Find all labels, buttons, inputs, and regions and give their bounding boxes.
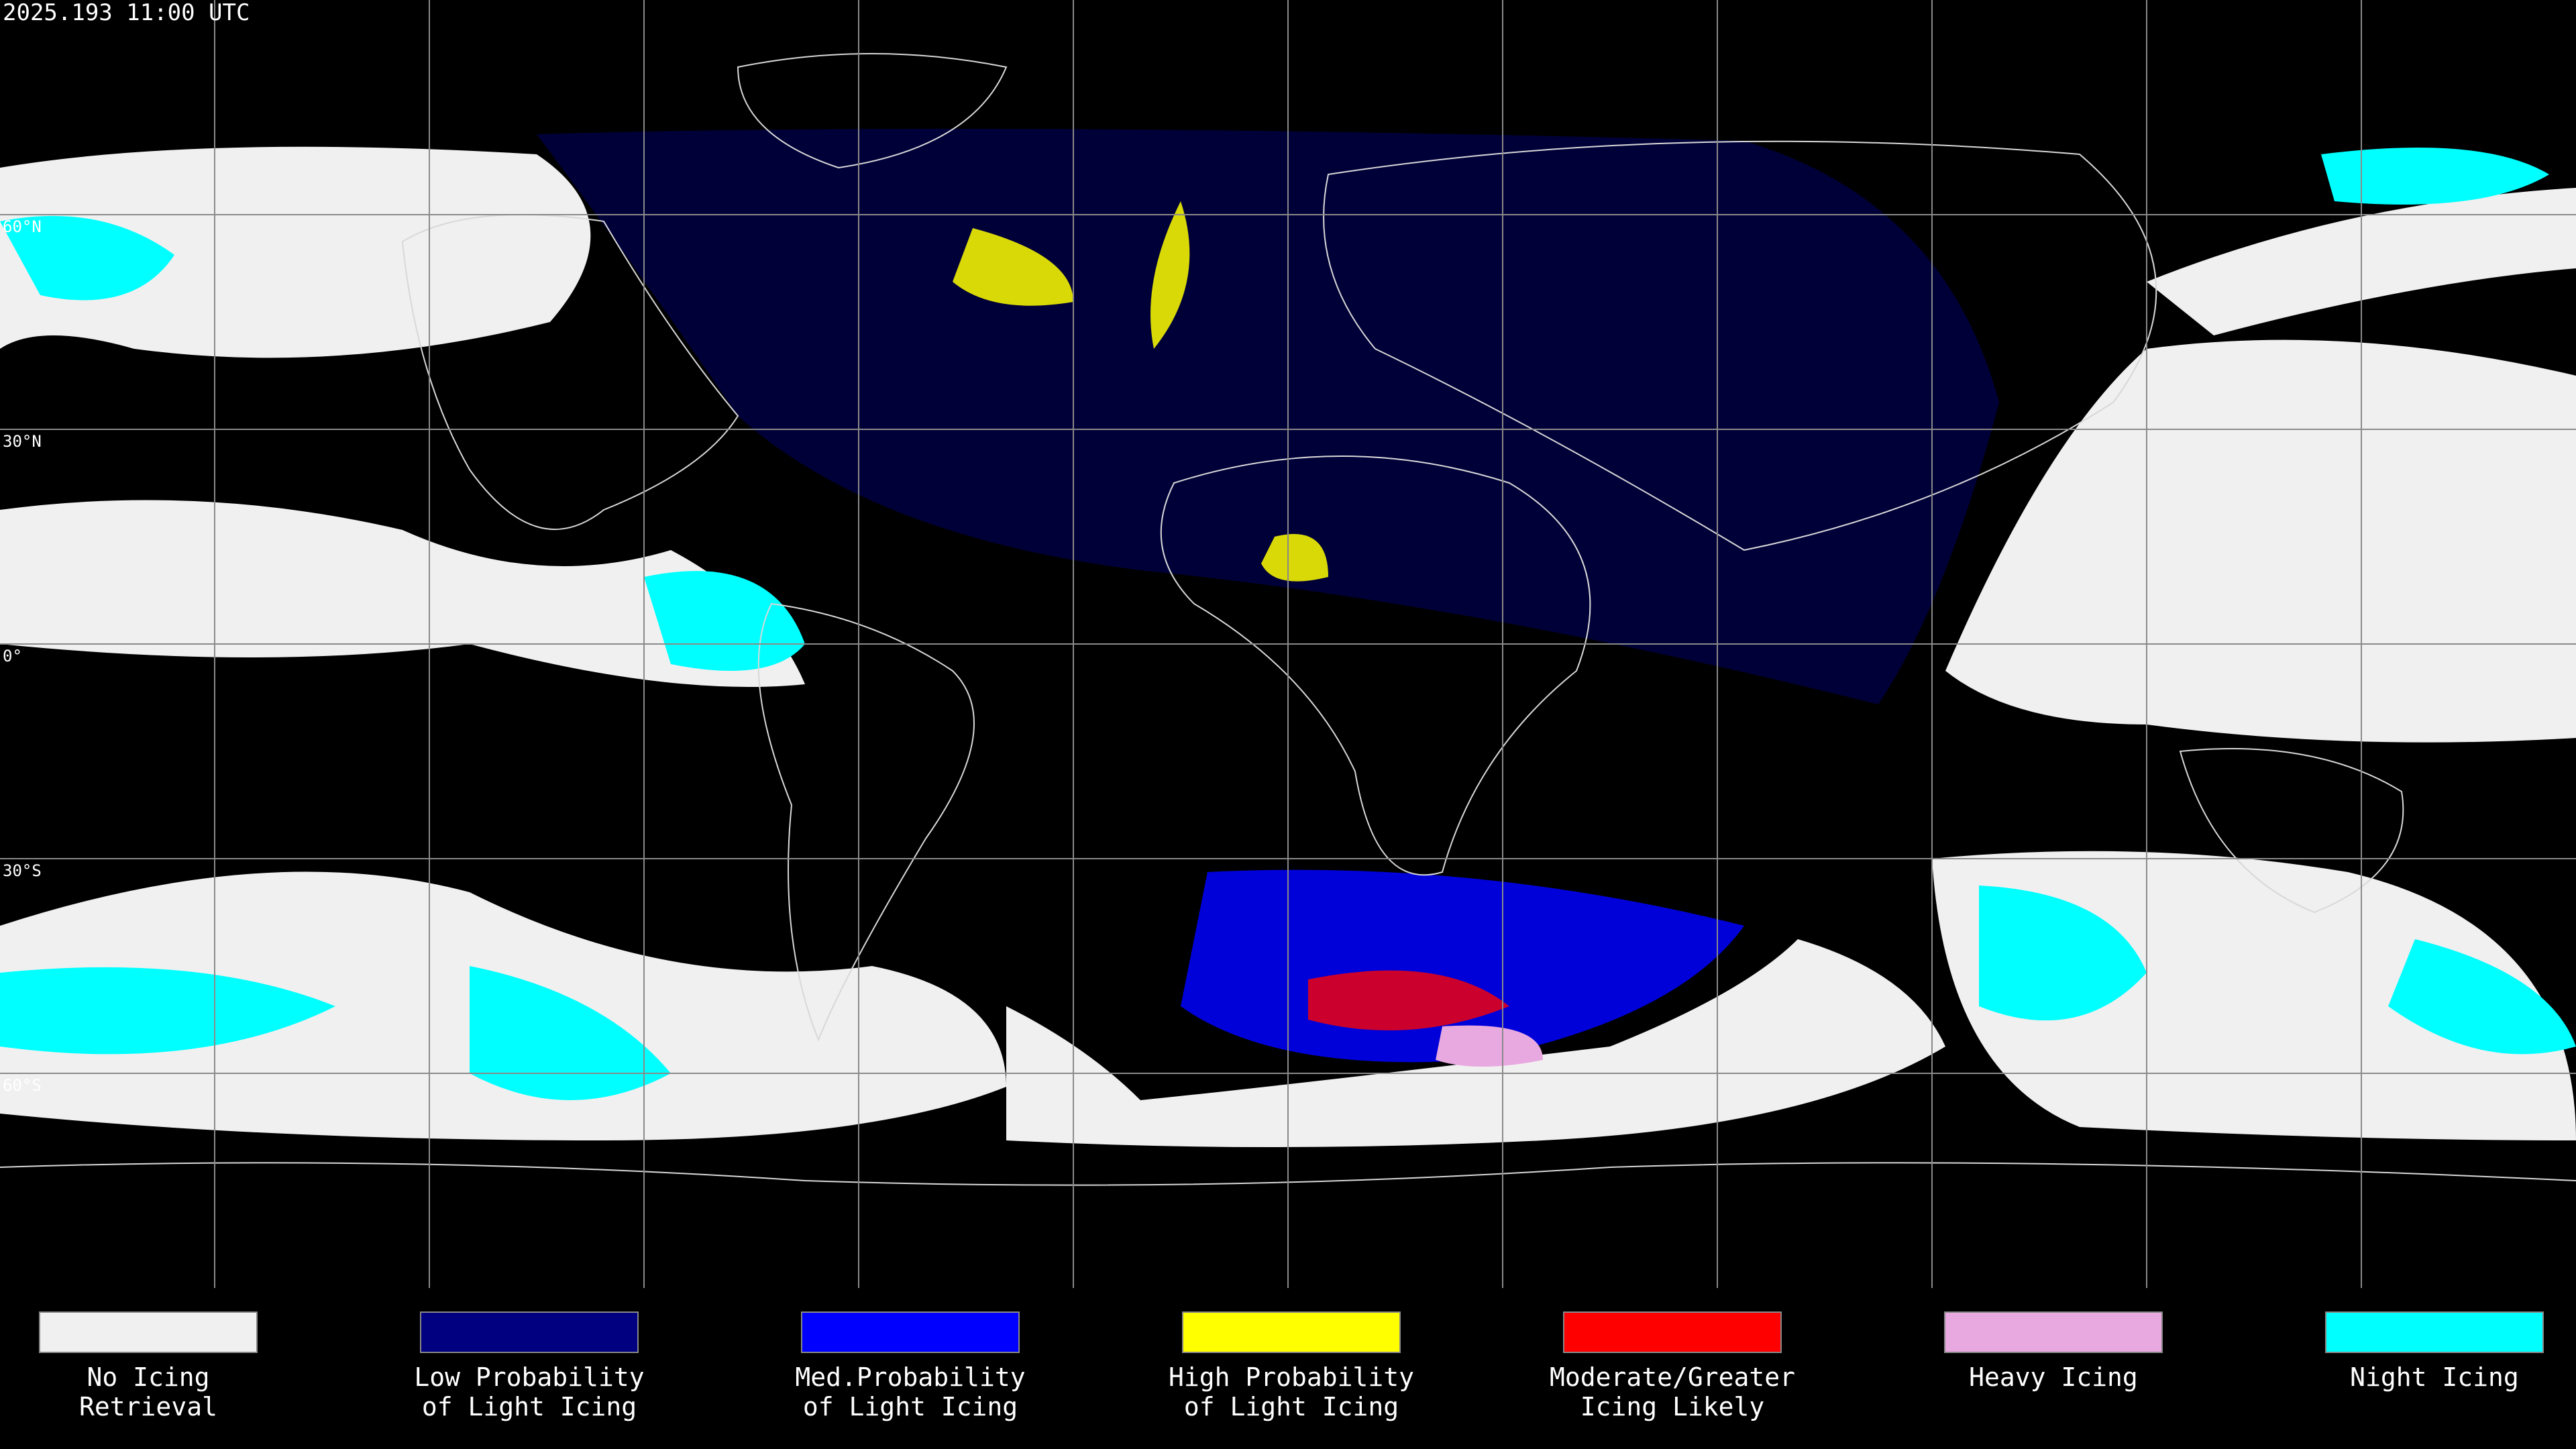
icing-region [953,201,1328,582]
legend-label: Moderate/Greater [1550,1362,1795,1392]
cloud-region [0,215,174,301]
icing-region [1308,970,1509,1030]
coastline [1160,455,1591,876]
legend-swatch [1182,1311,1401,1353]
coastlines [0,53,2576,1186]
legend-label: Night Icing [2350,1362,2519,1392]
latitude-label: 60°S [3,1076,42,1095]
coastline [757,602,975,1042]
legend-label: Heavy Icing [1969,1362,2138,1392]
legend-label: Low Probability [414,1362,644,1392]
latitude-label: 60°N [3,217,42,236]
latitude-label: 30°S [3,861,42,880]
coastline [0,1162,2576,1186]
cloud-region [0,966,671,1100]
latitude-label: 0° [3,647,22,665]
latitude-label: 30°N [3,432,42,451]
legend-label: Icing Likely [1580,1392,1765,1421]
legend-swatch [2325,1311,2544,1353]
legend-label: High Probability [1169,1362,1414,1392]
coastline [1323,140,2157,551]
legend-label: Retrieval [79,1392,217,1421]
legend-label: Med.Probability [795,1362,1025,1392]
coastline [737,53,1008,169]
timestamp: 2025.193 11:00 UTC [3,0,250,26]
legend-swatch [801,1311,1020,1353]
legend-label: of Light Icing [1184,1392,1399,1421]
graticule [0,0,2576,1288]
legend-label: of Light Icing [803,1392,1018,1421]
legend-swatch [1563,1311,1782,1353]
coastline [401,214,739,531]
cloud-region [1979,885,2576,1055]
legend-swatch [39,1311,258,1353]
cloud-region [0,500,805,687]
cloud-region [2321,148,2549,205]
cloud-region [1006,939,1945,1147]
legend-swatch [420,1311,639,1353]
icing-region [537,129,1999,704]
coastline [2179,748,2404,914]
cloud-region [0,146,591,358]
latitude-labels: 60°N 30°N 0° 30°S 60°S [3,217,42,1095]
legend-swatch [1944,1311,2163,1353]
legend-label: of Light Icing [422,1392,637,1421]
cloud-region [1945,339,2576,743]
legend-label: No Icing [87,1362,209,1392]
icing-region [1436,1025,1543,1067]
cloud-region [644,571,805,671]
